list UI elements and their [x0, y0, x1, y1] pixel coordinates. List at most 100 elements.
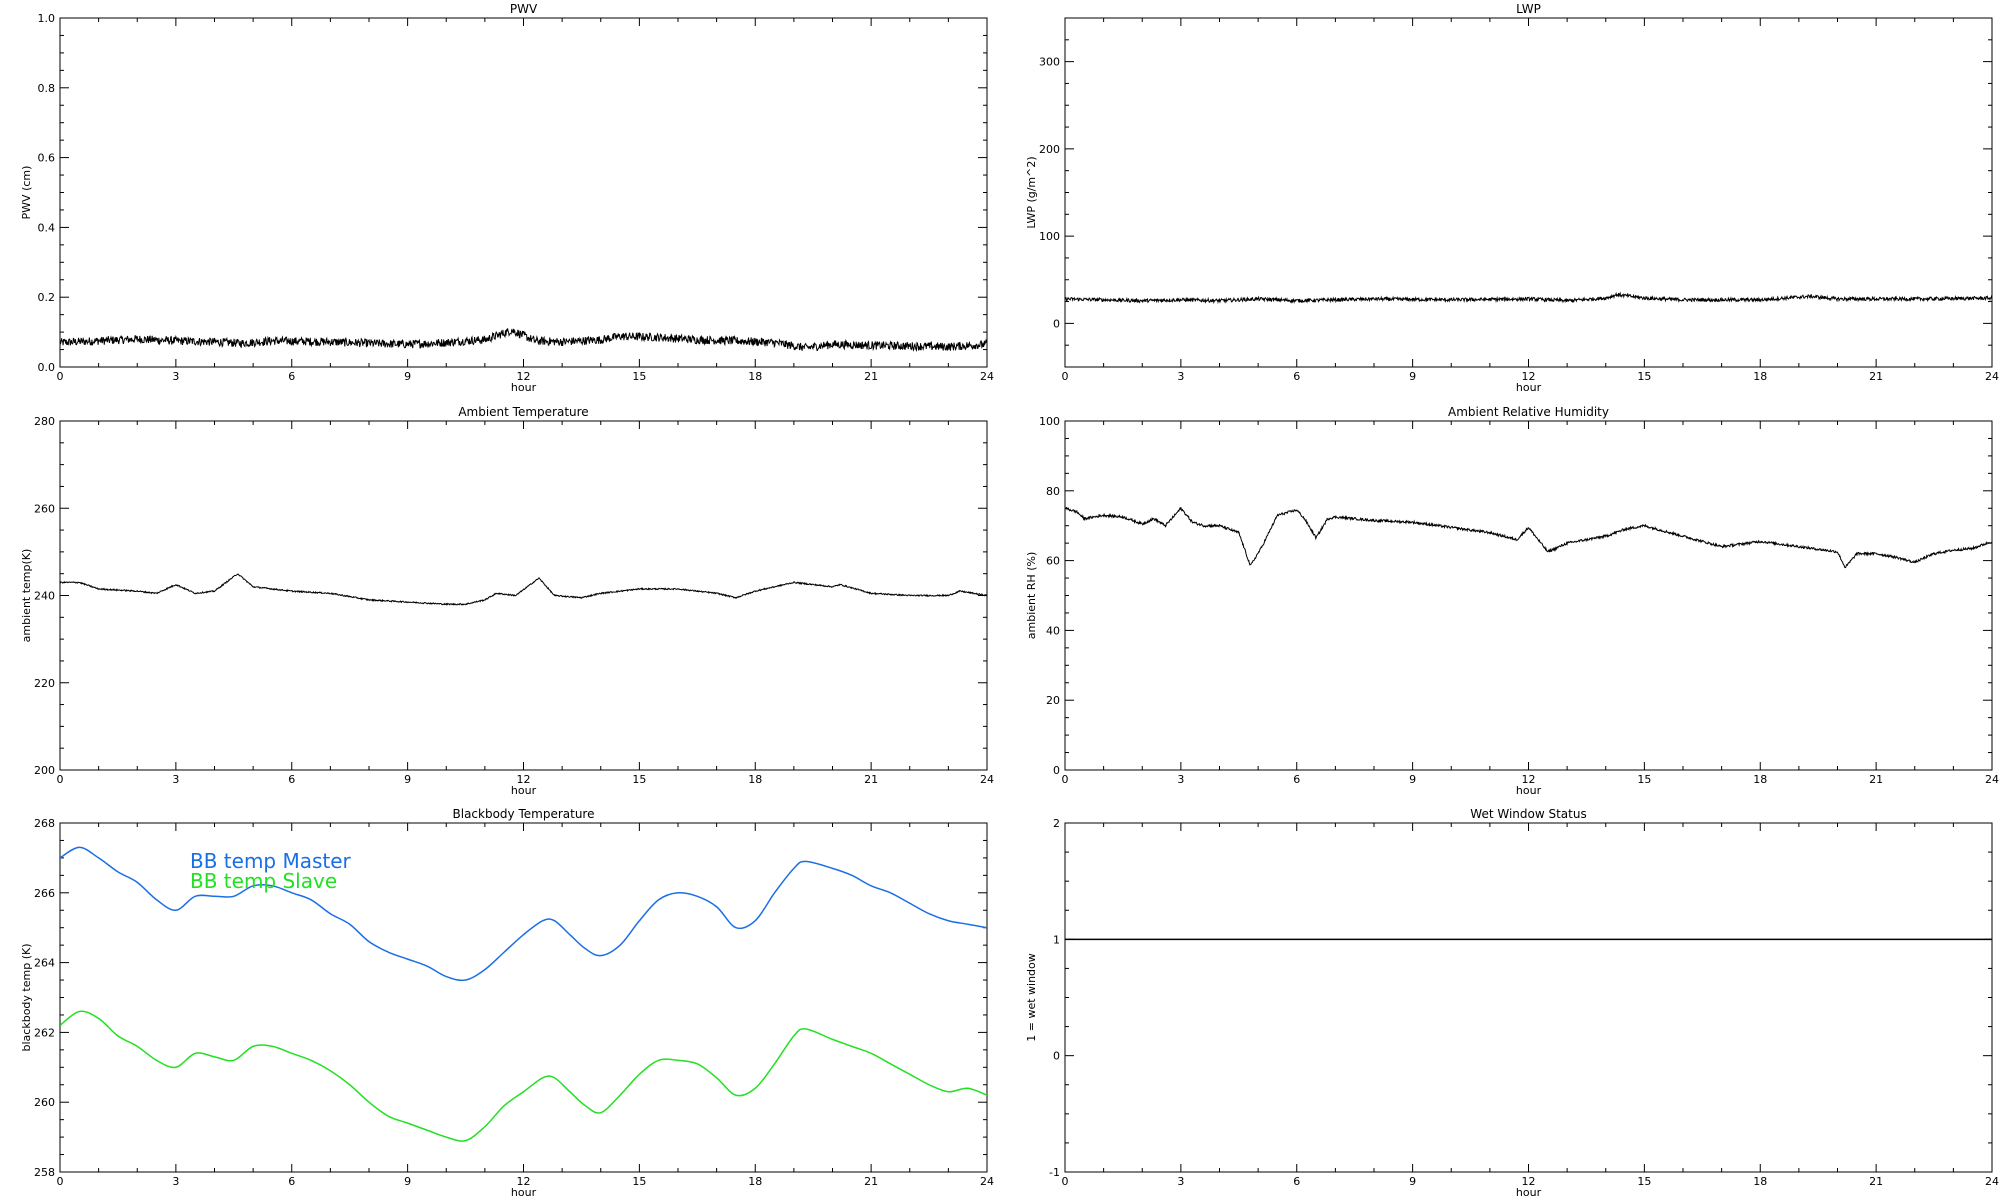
plot-frame	[1064, 420, 1993, 771]
y-tick-label: 266	[34, 887, 55, 900]
x-tick-label: 18	[1753, 1175, 1767, 1188]
x-tick-label: 12	[1522, 773, 1536, 786]
x-tick-label: 18	[748, 1175, 762, 1188]
x-tick-label: 6	[288, 370, 295, 383]
panel-title: Ambient Temperature	[458, 405, 588, 419]
series-line-0	[60, 846, 987, 982]
panel-blackbody-temp: Blackbody Temperature 0 3 6 9 12 15 18 21 24 hour 2…	[20, 807, 994, 1199]
series-line-0	[60, 328, 987, 353]
y-tick-label: 0.8	[38, 82, 56, 95]
x-tick-label: 15	[632, 370, 646, 383]
x-tick-label: 24	[1985, 370, 1999, 383]
x-tick-label: 21	[1869, 370, 1883, 383]
x-tick-label: 0	[57, 1175, 64, 1188]
y-tick-label: 1	[1053, 933, 1060, 946]
series-line-0	[1065, 506, 1992, 569]
y-tick-label: -1	[1049, 1166, 1060, 1179]
panel-title: Blackbody Temperature	[453, 807, 595, 821]
panel-title: Wet Window Status	[1470, 807, 1586, 821]
plot-frame	[1064, 822, 1993, 1173]
y-tick-label: 268	[34, 817, 55, 830]
x-tick-label: 0	[1062, 370, 1069, 383]
y-tick-label: 60	[1046, 555, 1060, 568]
y-tick-label: 100	[1039, 230, 1060, 243]
x-tick-label: 3	[1177, 773, 1184, 786]
panel-pwv: PWV 0 3 6 9 12 15 18 21 24 hour 0.0 0.2 0.4 0.6 0.8 1.0 P…	[20, 2, 994, 394]
x-tick-label: 24	[1985, 1175, 1999, 1188]
series-line-0	[1065, 291, 1992, 305]
x-axis-label: hour	[511, 381, 537, 394]
y-axis-label: blackbody temp (K)	[20, 944, 33, 1052]
x-tick-label: 3	[172, 370, 179, 383]
x-tick-label: 9	[404, 370, 411, 383]
y-axis-label: PWV (cm)	[20, 166, 33, 220]
x-tick-label: 9	[1409, 773, 1416, 786]
y-tick-label: 2	[1053, 817, 1060, 830]
plot-frame	[59, 17, 988, 368]
y-tick-label: 100	[1039, 415, 1060, 428]
x-axis-label: hour	[1516, 1186, 1542, 1199]
panel-ambient-rh: Ambient Relative Humidity 0 3 6 9 12 15 18 21 24 h…	[1025, 405, 1999, 797]
x-tick-label: 21	[864, 370, 878, 383]
y-axis-label: 1 = wet window	[1025, 953, 1038, 1042]
x-tick-label: 24	[980, 370, 994, 383]
x-tick-label: 9	[1409, 1175, 1416, 1188]
y-tick-label: 258	[34, 1166, 55, 1179]
panel-title: Ambient Relative Humidity	[1448, 405, 1609, 419]
x-tick-label: 15	[1637, 773, 1651, 786]
y-tick-label: 0.6	[38, 152, 56, 165]
x-tick-label: 24	[980, 773, 994, 786]
y-axis-label: ambient temp(K)	[20, 549, 33, 643]
x-tick-label: 12	[1522, 370, 1536, 383]
y-tick-label: 0.4	[38, 221, 56, 234]
x-tick-label: 21	[1869, 1175, 1883, 1188]
panel-ambient-temp: Ambient Temperature 0 3 6 9 12 15 18 21 24 hour 200…	[20, 405, 994, 797]
x-tick-label: 24	[980, 1175, 994, 1188]
y-axis-label: ambient RH (%)	[1025, 552, 1038, 640]
x-tick-label: 18	[748, 773, 762, 786]
y-tick-label: 280	[34, 415, 55, 428]
y-tick-label: 200	[34, 764, 55, 777]
x-tick-label: 0	[1062, 1175, 1069, 1188]
x-tick-label: 21	[864, 1175, 878, 1188]
x-tick-label: 15	[1637, 1175, 1651, 1188]
x-axis-label: hour	[1516, 784, 1542, 797]
panel-title: LWP	[1516, 2, 1541, 16]
panel-title: PWV	[510, 2, 538, 16]
y-tick-label: 220	[34, 677, 55, 690]
x-tick-label: 9	[404, 1175, 411, 1188]
x-tick-label: 18	[1753, 370, 1767, 383]
y-tick-label: 0	[1053, 317, 1060, 330]
x-tick-label: 6	[1293, 1175, 1300, 1188]
x-tick-label: 3	[1177, 1175, 1184, 1188]
plot-frame	[59, 420, 988, 771]
y-tick-label: 240	[34, 590, 55, 603]
y-tick-label: 80	[1046, 485, 1060, 498]
y-tick-label: 262	[34, 1026, 55, 1039]
legend-entry: BB temp Master	[190, 849, 352, 873]
x-tick-label: 6	[288, 773, 295, 786]
x-tick-label: 21	[864, 773, 878, 786]
y-axis-label: LWP (g/m^2)	[1025, 156, 1038, 228]
x-tick-label: 15	[632, 1175, 646, 1188]
x-tick-label: 9	[404, 773, 411, 786]
x-tick-label: 3	[1177, 370, 1184, 383]
y-tick-label: 260	[34, 502, 55, 515]
series-line-1	[60, 1010, 987, 1142]
y-tick-label: 0	[1053, 1050, 1060, 1063]
x-tick-label: 9	[1409, 370, 1416, 383]
y-tick-label: 40	[1046, 624, 1060, 637]
y-tick-label: 0.2	[38, 291, 56, 304]
x-axis-label: hour	[511, 784, 537, 797]
legend-entry: BB temp Slave	[190, 869, 337, 893]
x-tick-label: 12	[1522, 1175, 1536, 1188]
x-axis-label: hour	[511, 1186, 537, 1199]
y-tick-label: 0	[1053, 764, 1060, 777]
y-tick-label: 0.0	[38, 361, 56, 374]
y-tick-label: 200	[1039, 143, 1060, 156]
x-tick-label: 6	[1293, 370, 1300, 383]
y-tick-label: 20	[1046, 694, 1060, 707]
x-tick-label: 0	[57, 370, 64, 383]
x-tick-label: 18	[748, 370, 762, 383]
